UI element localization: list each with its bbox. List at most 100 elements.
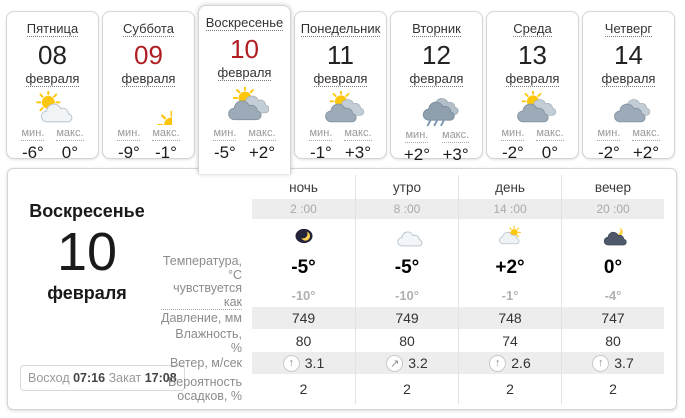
max-label[interactable]: макс. [442, 129, 470, 143]
precipitation-cell: 2 [299, 381, 308, 397]
min-temp: -6° [21, 143, 44, 162]
wind-cell: ↑ 3.1 [252, 352, 355, 374]
spacer [161, 219, 252, 253]
wind-speed: 3.2 [408, 355, 428, 371]
sunset-label: Закат [108, 371, 142, 385]
humidity-cell: 74 [458, 329, 561, 352]
tab-day-name[interactable]: Суббота [123, 21, 174, 37]
feels-like-link[interactable]: чувствуется как [161, 281, 242, 310]
row-label-wind: Ветер, м/сек [169, 356, 242, 370]
temperature-cell: -5° [291, 257, 316, 278]
tab-date: 08 [38, 40, 67, 70]
tab-tuesday[interactable]: Вторник 12 февраля мин. +2° макс. +3° [390, 11, 483, 164]
feels-like-cell: -4° [561, 283, 664, 307]
tab-date: 13 [518, 40, 547, 70]
wind-direction-icon: ↑ [592, 354, 610, 372]
temperature-cell: -5° [355, 253, 458, 283]
min-label[interactable]: мин. [597, 127, 621, 141]
tab-day-name[interactable]: Воскресенье [205, 15, 284, 31]
sunrise-sunset-box: Восход 07:16 Закат 17:08 [20, 365, 185, 391]
column-header-day: день [458, 175, 561, 199]
detail-day-name: Воскресенье [29, 201, 145, 221]
tab-month[interactable]: февраля [409, 71, 464, 87]
max-temp: 0° [541, 143, 559, 162]
precipitation-cell: 2 [561, 374, 664, 404]
pressure-cell: 747 [561, 307, 664, 329]
max-label[interactable]: макс. [344, 127, 372, 141]
sunrise-label: Восход [28, 371, 70, 385]
time-cell: 20 :00 [561, 199, 664, 219]
tab-month[interactable]: февраля [505, 71, 560, 87]
tab-day-name[interactable]: Четверг [604, 21, 653, 37]
max-temp: -1° [154, 143, 177, 162]
forecast-detail-panel: Воскресенье 10 февраля Восход 07:16 Зака… [7, 168, 677, 410]
column-header-morning: утро [355, 175, 458, 199]
min-label[interactable]: мин. [405, 129, 429, 143]
time-cell: 2 :00 [252, 199, 355, 219]
tab-friday[interactable]: Пятница 08 февраля мин. -6° макс. 0° [6, 11, 99, 162]
humidity-cell: 80 [355, 329, 458, 352]
sun-with-clouds-icon [510, 91, 556, 125]
wind-cell: ↑ 3.7 [561, 352, 664, 374]
max-label[interactable]: макс. [248, 127, 276, 141]
moon-icon [252, 219, 355, 253]
wind-direction-icon: ↑ [282, 354, 300, 372]
wind-speed: 3.1 [304, 355, 325, 371]
min-label[interactable]: мин. [21, 127, 45, 141]
feels-like-cell: -1° [458, 283, 561, 307]
precipitation-cell: 2 [355, 374, 458, 404]
tab-monday[interactable]: Понедельник 11 февраля мин. -1° макс. +3° [294, 11, 387, 162]
day-tabs: Пятница 08 февраля мин. -6° макс. 0° Суббо… [6, 5, 675, 174]
tab-month[interactable]: февраля [25, 71, 80, 87]
max-temp: +2° [632, 143, 660, 162]
precipitation-cell: 2 [458, 374, 561, 404]
max-label[interactable]: макс. [632, 127, 660, 141]
moon-cloud-icon [561, 219, 664, 253]
clouds-icon [606, 91, 652, 125]
max-temp: +3° [344, 143, 372, 162]
sunrise-time: 07:16 [73, 371, 106, 385]
tab-month[interactable]: февраля [121, 71, 176, 87]
tab-day-name[interactable]: Вторник [412, 21, 461, 37]
row-label-precipitation: Вероятность осадков, % [167, 375, 242, 403]
min-label[interactable]: мин. [309, 127, 333, 141]
detail-month: февраля [47, 283, 127, 303]
min-label[interactable]: мин. [501, 127, 525, 141]
wind-cell: ↑ 2.6 [458, 352, 561, 374]
time-cell: 14 :00 [458, 199, 561, 219]
tab-day-name[interactable]: Пятница [26, 21, 79, 37]
min-temp: -2° [501, 143, 524, 162]
tab-month[interactable]: февраля [217, 65, 272, 81]
pressure-cell: 749 [355, 307, 458, 329]
row-label-pressure: Давление, мм [161, 311, 242, 325]
cloud-icon [355, 219, 458, 253]
max-label[interactable]: макс. [152, 127, 180, 141]
tab-thursday[interactable]: Четверг 14 февраля мин. -2° макс. +2° [582, 11, 675, 162]
tab-day-name[interactable]: Среда [513, 21, 552, 37]
tab-date: 11 [327, 40, 354, 70]
feels-like-cell: -10° [291, 287, 316, 303]
humidity-cell: 80 [295, 332, 312, 349]
feels-like-cell: -10° [355, 283, 458, 307]
wind-speed: 2.6 [511, 355, 531, 371]
row-label-humidity: Влажность, % [175, 326, 242, 355]
min-label[interactable]: мин. [213, 127, 237, 141]
tab-date: 10 [230, 34, 259, 64]
min-temp: -2° [597, 143, 620, 162]
min-label[interactable]: мин. [117, 127, 141, 141]
tab-wednesday[interactable]: Среда 13 февраля мин. -2° макс. 0° [486, 11, 579, 162]
detail-date-number: 10 [56, 222, 118, 282]
tab-month[interactable]: февраля [601, 71, 656, 87]
rain-cloud-icon [414, 91, 460, 127]
wind-speed: 3.7 [614, 355, 634, 371]
max-temp: +3° [442, 145, 469, 164]
tab-sunday-selected[interactable]: Воскресенье 10 февраля мин. -5° макс. +2° [198, 5, 291, 174]
tab-day-name[interactable]: Понедельник [300, 21, 381, 37]
min-temp: -1° [309, 143, 332, 162]
min-temp: +2° [403, 145, 430, 164]
tab-saturday[interactable]: Суббота 09 февраля мин. -9° макс. -1° [102, 11, 195, 162]
max-label[interactable]: макс. [56, 127, 84, 141]
max-label[interactable]: макс. [536, 127, 564, 141]
sun-icon [126, 91, 172, 125]
tab-month[interactable]: февраля [313, 71, 368, 87]
